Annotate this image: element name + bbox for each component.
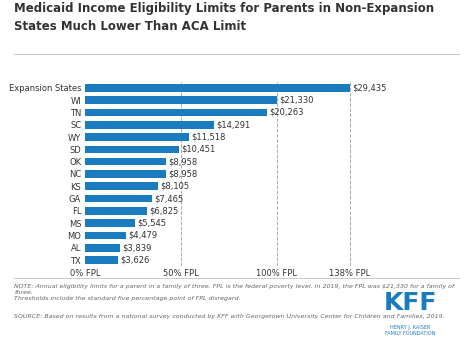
Text: $5,545: $5,545: [137, 219, 166, 228]
Text: $8,958: $8,958: [168, 157, 197, 166]
Bar: [85, 96, 277, 104]
Bar: [85, 256, 118, 264]
Bar: [85, 146, 179, 153]
Bar: [85, 133, 189, 141]
Text: $3,626: $3,626: [120, 256, 149, 264]
Text: $14,291: $14,291: [216, 120, 250, 129]
Text: Medicaid Income Eligibility Limits for Parents in Non-Expansion: Medicaid Income Eligibility Limits for P…: [14, 2, 434, 15]
Text: $29,435: $29,435: [352, 83, 386, 92]
Text: $8,958: $8,958: [168, 169, 197, 179]
Bar: [85, 158, 166, 165]
Bar: [85, 170, 166, 178]
Text: $11,518: $11,518: [191, 132, 225, 142]
Bar: [85, 219, 135, 227]
Text: SOURCE: Based on results from a national survey conducted by KFF with Georgetown: SOURCE: Based on results from a national…: [14, 314, 445, 319]
Bar: [85, 109, 267, 116]
Text: $21,330: $21,330: [279, 95, 313, 105]
Text: $6,825: $6,825: [149, 206, 178, 215]
Bar: [85, 207, 146, 215]
Text: $10,451: $10,451: [182, 145, 216, 154]
Text: $8,105: $8,105: [160, 182, 190, 191]
Text: $7,465: $7,465: [155, 194, 184, 203]
Text: NOTE: Annual eligibility limits for a parent in a family of three. FPL is the fe: NOTE: Annual eligibility limits for a pa…: [14, 284, 455, 301]
Bar: [85, 232, 126, 239]
Text: $4,479: $4,479: [128, 231, 157, 240]
Text: $20,263: $20,263: [269, 108, 304, 117]
Text: HENRY J. KAISER
FAMILY FOUNDATION: HENRY J. KAISER FAMILY FOUNDATION: [385, 325, 436, 335]
Text: States Much Lower Than ACA Limit: States Much Lower Than ACA Limit: [14, 20, 246, 33]
Bar: [85, 182, 158, 190]
Text: KFF: KFF: [383, 291, 437, 316]
Text: $3,839: $3,839: [122, 243, 151, 252]
Bar: [85, 195, 152, 202]
Bar: [85, 121, 214, 129]
Bar: [85, 244, 120, 252]
Bar: [85, 84, 349, 92]
